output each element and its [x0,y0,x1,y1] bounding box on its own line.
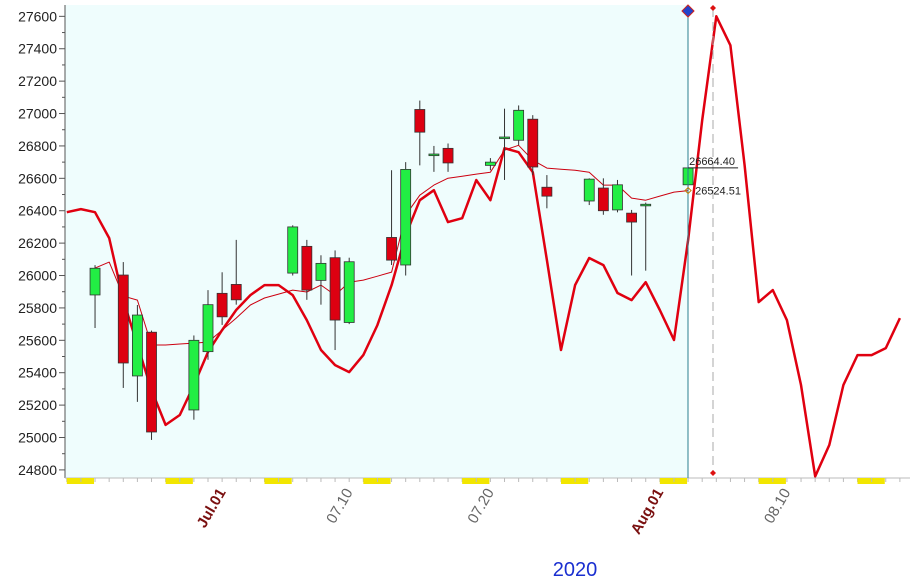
y-tick-label: 25800 [18,300,57,316]
candle-body [89,267,101,296]
candle-body [315,262,327,281]
x-tick-label: 08.10 [761,486,794,527]
candle-body [329,257,341,321]
candle-body [583,178,595,202]
y-tick-label: 27400 [18,41,57,57]
candle-body [188,339,200,411]
y-tick-label: 27600 [18,8,57,24]
history-background [65,5,688,478]
candle-body [612,184,623,211]
candle-body [541,186,553,197]
y-tick-label: 27000 [18,106,57,122]
y-tick-label: 26400 [18,203,57,219]
candle-body [216,292,228,318]
line-series [66,15,902,478]
y-tick-label: 25200 [18,397,57,413]
x-tick-label: 07.10 [323,486,356,527]
y-tick-label: 27200 [18,73,57,89]
candle-body [400,169,412,266]
candle-body [343,261,355,323]
candle-body [513,109,525,141]
candle-body [202,304,214,353]
y-tick-label: 24800 [18,462,57,478]
y-tick-label: 26600 [18,170,57,186]
candle-body [301,245,313,291]
y-tick-label: 25400 [18,365,57,381]
line-point [684,186,692,195]
candle-body [626,212,637,223]
x-tick-label: Aug.01 [628,486,668,538]
candle-body [484,161,496,166]
y-tick-label: 25000 [18,430,57,446]
candle-body [640,203,652,207]
plot-area [66,15,902,478]
candle-body [287,226,299,274]
y-tick-label: 26200 [18,235,57,251]
close-label: 26664.40 [689,156,735,168]
candle-body [499,136,510,140]
candle-body [414,109,426,133]
line-label: 26524.51 [695,186,741,198]
candle-body [230,284,242,301]
candle-body [527,118,539,168]
candle-body [117,274,129,364]
x-tick-label: Jul.01 [194,486,230,531]
candle-body [597,187,609,212]
forecast-marker [710,5,716,11]
candle-body [428,153,440,157]
year-label: 2020 [553,559,598,581]
candle-body [146,331,157,433]
y-tick-label: 26800 [18,138,57,154]
candle-body [131,314,143,377]
y-tick-label: 26000 [18,268,57,284]
candle-body [442,147,454,164]
cursor-marker [681,4,695,18]
x-tick-label: 07.20 [464,486,497,527]
forecast-marker [710,470,716,476]
y-tick-label: 25600 [18,332,57,348]
candle-body [386,237,397,261]
